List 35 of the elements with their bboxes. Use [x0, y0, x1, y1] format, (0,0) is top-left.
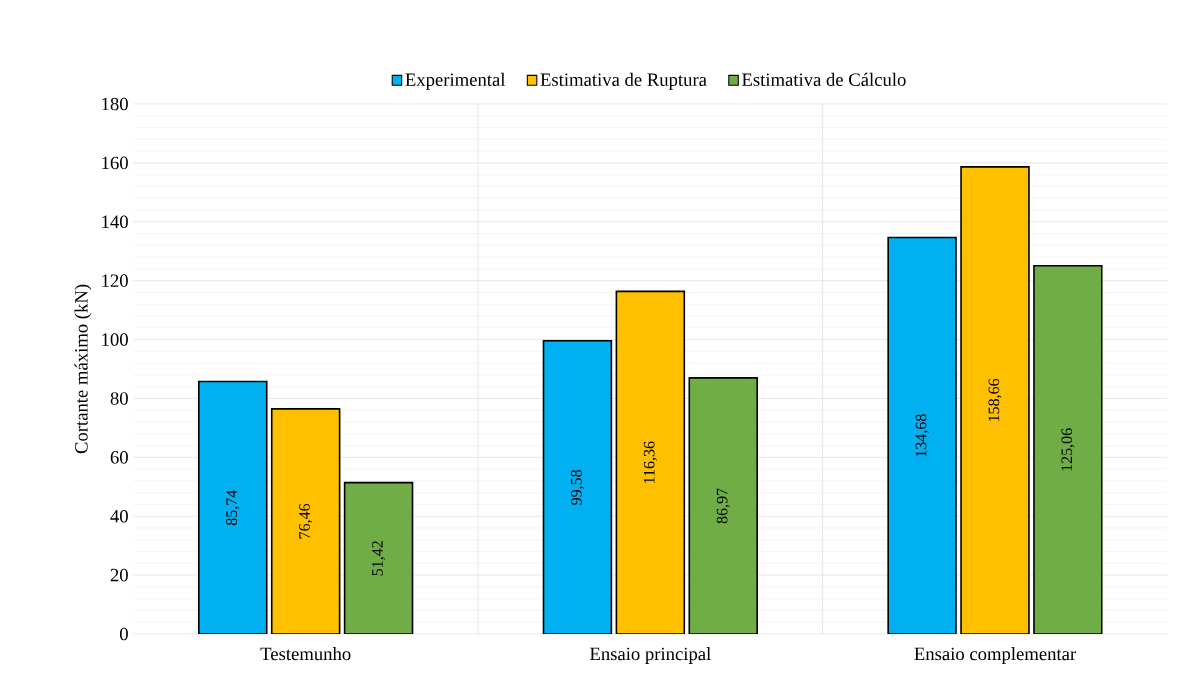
y-tick-label: 140	[102, 215, 128, 229]
bar	[198, 380, 268, 634]
y-tick-label: 0	[120, 627, 128, 641]
y-tick-label: 160	[102, 156, 128, 170]
x-tick-label: Ensaio complementar	[914, 647, 1077, 664]
y-tick-label: 20	[110, 568, 128, 582]
y-tick-label: 120	[102, 274, 128, 287]
data-label: 51,42	[372, 541, 386, 576]
y-tick-label: 60	[110, 451, 128, 464]
legend-label: Experimental	[405, 72, 506, 90]
data-label: 99,58	[570, 470, 584, 505]
bar	[1033, 264, 1103, 634]
legend-label: Estimativa de Cálculo	[742, 72, 906, 86]
y-tick-label: 80	[110, 392, 128, 405]
bar	[542, 339, 613, 634]
data-label: 134,68	[915, 414, 929, 457]
legend-label: Estimativa de Ruptura	[540, 72, 707, 90]
data-label: 85,74	[226, 490, 240, 526]
bar	[887, 236, 957, 634]
bar	[270, 408, 341, 634]
data-label: 125,06	[1061, 428, 1075, 471]
x-tick-label: Testemunho	[260, 647, 351, 661]
data-label: 116,36	[643, 441, 657, 483]
data-label: 158,66	[988, 378, 1002, 422]
bar	[688, 377, 758, 634]
data-label: 76,46	[299, 503, 313, 539]
x-tick-label: Ensaio principal	[589, 647, 711, 664]
bar	[615, 290, 686, 634]
bar	[960, 166, 1030, 634]
bar	[343, 481, 414, 634]
y-tick-label: 40	[110, 509, 128, 523]
data-label: 86,97	[716, 488, 730, 524]
y-tick-label: 100	[102, 333, 128, 346]
y-tick-label: 180	[102, 97, 128, 111]
y-axis-title: Cortante máximo (kN)	[74, 284, 92, 454]
